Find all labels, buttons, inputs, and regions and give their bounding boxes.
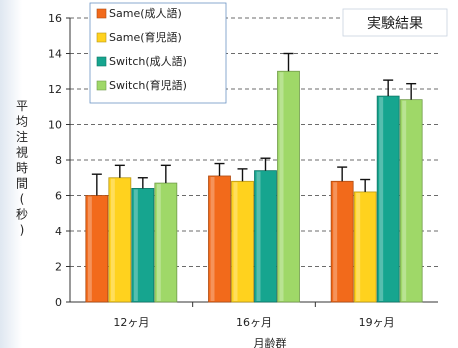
bar-highlight bbox=[210, 176, 215, 301]
left-edge-shade bbox=[0, 0, 22, 348]
bars bbox=[85, 52, 423, 303]
chart-title: 実験結果 bbox=[367, 16, 423, 32]
title-frame bbox=[342, 8, 448, 37]
x-tick-label: 19ヶ月 bbox=[359, 316, 395, 329]
bar-highlight bbox=[156, 184, 161, 301]
y-tick-label: 12 bbox=[48, 83, 62, 96]
x-axis-label: 月齢群 bbox=[254, 336, 287, 348]
legend: Same(成人語) Same(育児語) Switch(成人語) Switch(育児語) bbox=[89, 2, 227, 104]
legend-swatch bbox=[96, 32, 107, 43]
axes bbox=[66, 17, 438, 307]
y-tick-label: 14 bbox=[48, 48, 62, 61]
bar-highlight bbox=[379, 97, 384, 301]
x-tick-label: 16ヶ月 bbox=[236, 316, 272, 329]
y-tick-label: 8 bbox=[55, 154, 62, 167]
bar-highlight bbox=[110, 178, 115, 301]
y-tick-label: 16 bbox=[48, 12, 62, 25]
legend-swatch bbox=[96, 56, 107, 67]
y-tick-label: 4 bbox=[55, 225, 62, 238]
legend-swatch bbox=[96, 80, 107, 91]
bar-highlight bbox=[402, 100, 407, 302]
x-tick-label: 12ヶ月 bbox=[113, 316, 149, 329]
legend-label: Switch(育児語) bbox=[109, 78, 187, 92]
bar-highlight bbox=[233, 182, 238, 301]
legend-label: Switch(成人語) bbox=[109, 54, 187, 68]
title-box: 実験結果 bbox=[342, 8, 448, 37]
legend-label: Same(育児語) bbox=[109, 30, 182, 44]
legend-box bbox=[89, 2, 227, 104]
legend-swatch bbox=[96, 8, 107, 19]
bar-highlight bbox=[133, 189, 138, 301]
y-axis-label: 平均注視時間(秒) bbox=[16, 99, 28, 237]
legend-label: Same(成人語) bbox=[109, 6, 182, 20]
tick-labels: 0 2 4 6 8 10 12 14 16 12ヶ月 16ヶ月 19ヶ月 bbox=[48, 12, 395, 329]
bar-highlight bbox=[333, 182, 338, 301]
bar-highlight bbox=[256, 171, 261, 301]
gridlines bbox=[70, 17, 438, 267]
y-tick-label: 6 bbox=[55, 190, 62, 203]
y-tick-label: 10 bbox=[48, 119, 62, 132]
y-tick-label: 2 bbox=[55, 261, 62, 274]
bar-highlight bbox=[279, 72, 284, 301]
bar-highlight bbox=[87, 196, 92, 301]
legend-items: Same(成人語) Same(育児語) Switch(成人語) Switch(育児語) bbox=[96, 6, 187, 92]
y-tick-label: 0 bbox=[55, 296, 62, 309]
bar-highlight bbox=[356, 192, 361, 301]
